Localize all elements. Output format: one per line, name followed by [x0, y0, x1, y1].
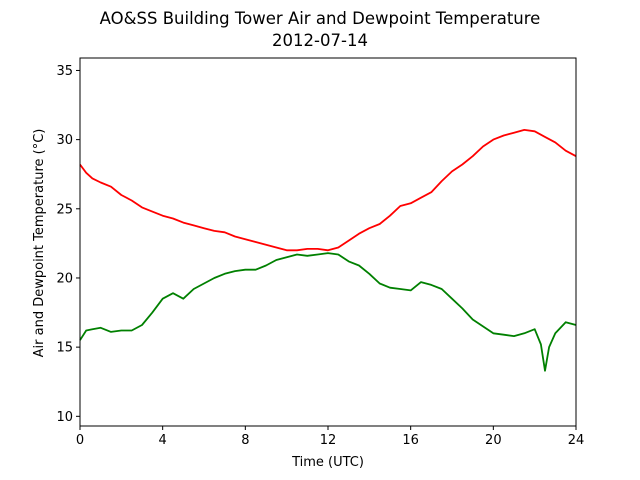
- plot-frame: [79, 57, 577, 427]
- y-tick-label: 35: [56, 64, 73, 79]
- series-line-2: [79, 252, 577, 372]
- chart-title: AO&SS Building Tower Air and Dewpoint Te…: [100, 9, 541, 28]
- x-tick-label: 24: [568, 433, 585, 448]
- y-tick-label: 25: [56, 202, 73, 217]
- x-tick-label: 16: [402, 433, 419, 448]
- x-axis: 0 4 8 12 16 20 24: [76, 426, 584, 448]
- x-axis-label: Time (UTC): [291, 455, 364, 470]
- y-tick-label: 30: [56, 133, 73, 148]
- x-tick-label: 0: [76, 433, 84, 448]
- x-tick-label: 8: [241, 433, 249, 448]
- y-axis-label: Air and Dewpoint Temperature (°C): [32, 129, 47, 358]
- series-layer: [79, 128, 577, 372]
- x-tick-label: 4: [159, 433, 167, 448]
- x-tick-label: 12: [320, 433, 337, 448]
- chart-subtitle: 2012-07-14: [272, 31, 368, 50]
- x-tick-label: 20: [485, 433, 502, 448]
- y-tick-label: 20: [56, 271, 73, 286]
- series-line-1: [79, 128, 577, 252]
- y-tick-label: 15: [56, 341, 73, 356]
- y-axis: 10 15 20 25 30 35: [56, 64, 80, 425]
- y-tick-label: 10: [56, 410, 73, 425]
